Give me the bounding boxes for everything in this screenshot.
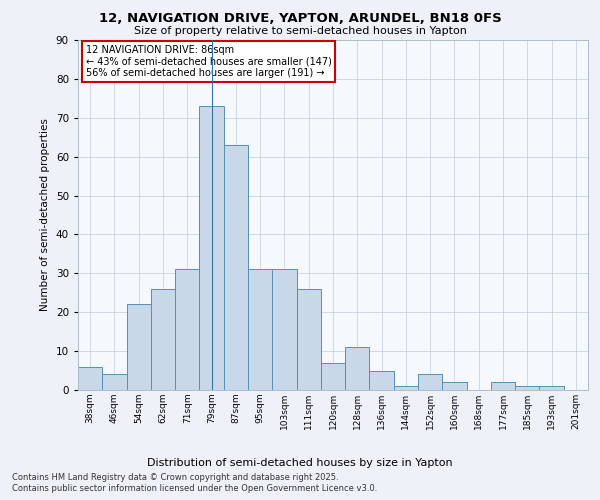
Bar [539,386,564,390]
Text: Size of property relative to semi-detached houses in Yapton: Size of property relative to semi-detach… [134,26,466,36]
Bar [199,106,224,390]
Bar [321,363,345,390]
Y-axis label: Number of semi-detached properties: Number of semi-detached properties [40,118,50,312]
Bar [127,304,151,390]
Bar [442,382,467,390]
Bar [175,270,199,390]
Bar [78,366,102,390]
Bar [515,386,539,390]
Text: Contains public sector information licensed under the Open Government Licence v3: Contains public sector information licen… [12,484,377,493]
Bar [102,374,127,390]
Text: 12, NAVIGATION DRIVE, YAPTON, ARUNDEL, BN18 0FS: 12, NAVIGATION DRIVE, YAPTON, ARUNDEL, B… [98,12,502,26]
Bar [345,347,370,390]
Bar [272,270,296,390]
Bar [248,270,272,390]
Text: 12 NAVIGATION DRIVE: 86sqm
← 43% of semi-detached houses are smaller (147)
56% o: 12 NAVIGATION DRIVE: 86sqm ← 43% of semi… [86,46,332,78]
Bar [370,370,394,390]
Bar [224,145,248,390]
Text: Contains HM Land Registry data © Crown copyright and database right 2025.: Contains HM Land Registry data © Crown c… [12,472,338,482]
Bar [151,289,175,390]
Bar [491,382,515,390]
Text: Distribution of semi-detached houses by size in Yapton: Distribution of semi-detached houses by … [147,458,453,468]
Bar [418,374,442,390]
Bar [394,386,418,390]
Bar [296,289,321,390]
